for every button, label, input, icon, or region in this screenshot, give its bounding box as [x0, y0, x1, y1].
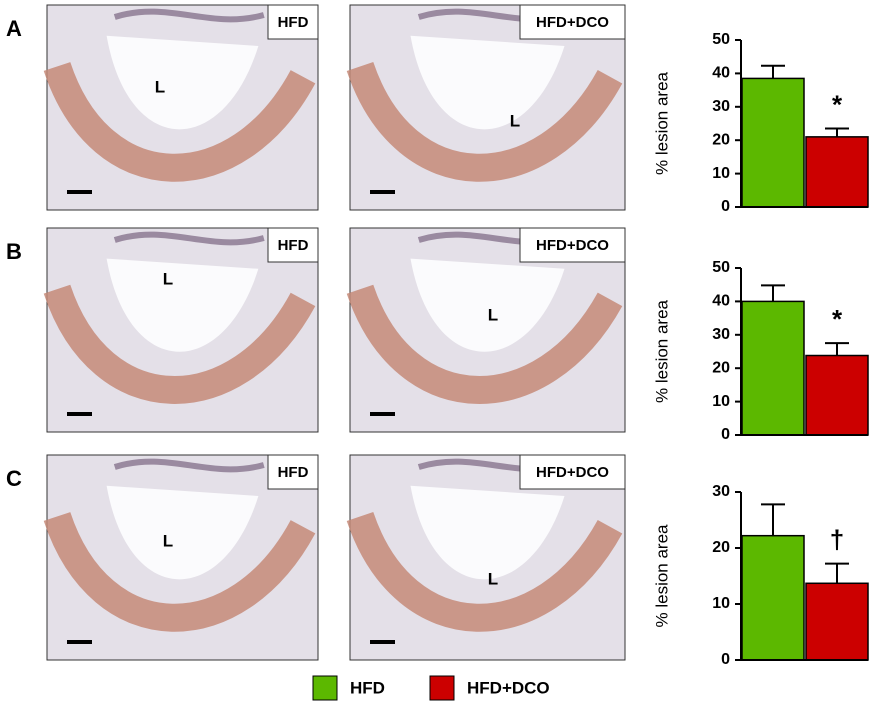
y-tick-label: 0: [721, 426, 730, 443]
image-tag: HFD+DCO: [536, 14, 609, 31]
lesion: [43, 61, 316, 182]
lumen: [106, 258, 259, 352]
y-tick-label: 10: [712, 595, 730, 612]
lumen-label: L: [488, 305, 498, 324]
lumen-label: L: [510, 111, 520, 130]
image-tag-box: [519, 454, 626, 490]
y-tick-label: 20: [712, 359, 730, 376]
legend-swatch: [429, 675, 455, 701]
lesion: [346, 511, 623, 632]
y-axis-label: % lesion area: [652, 71, 671, 175]
significance-mark: *: [832, 304, 843, 334]
lumen-label: L: [155, 77, 165, 96]
y-tick-label: 10: [712, 393, 730, 410]
bar: [741, 300, 805, 436]
wall: [113, 458, 265, 473]
bar: [741, 534, 805, 661]
bar: [805, 354, 869, 436]
y-tick-label: 40: [712, 293, 730, 310]
lesion: [43, 284, 316, 404]
image-tag: HFD: [278, 237, 309, 254]
image-tag-box: [267, 454, 319, 490]
significance-mark: †: [830, 525, 844, 555]
bar: [741, 77, 805, 208]
panel-letter: C: [6, 466, 22, 491]
image-tag: HFD+DCO: [536, 237, 609, 254]
panel-letter: B: [6, 239, 22, 264]
y-tick-label: 50: [712, 259, 730, 276]
lumen-label: L: [163, 269, 173, 288]
image-tag-box: [519, 227, 626, 263]
lumen: [106, 35, 259, 130]
y-axis-label: % lesion area: [652, 299, 671, 403]
lumen-label: L: [163, 531, 173, 550]
y-tick-label: 0: [721, 198, 730, 215]
lumen: [410, 35, 565, 130]
y-tick-label: 40: [712, 65, 730, 82]
image-tag: HFD+DCO: [536, 464, 609, 481]
wall: [113, 8, 265, 23]
y-axis-label: % lesion area: [652, 524, 671, 628]
lesion: [346, 61, 623, 182]
y-tick-label: 30: [712, 483, 730, 500]
legend-swatch: [312, 675, 338, 701]
panel-letter: A: [6, 16, 22, 41]
lumen-label: L: [488, 569, 498, 588]
y-tick-label: 20: [712, 539, 730, 556]
image-tag-box: [519, 4, 626, 40]
image-tag: HFD: [278, 14, 309, 31]
image-tag: HFD: [278, 464, 309, 481]
bar: [805, 136, 869, 208]
lumen: [410, 258, 565, 352]
wall: [113, 231, 265, 246]
image-tag-box: [267, 4, 319, 40]
y-tick-label: 50: [712, 31, 730, 48]
bar: [805, 582, 869, 661]
significance-mark: *: [832, 89, 843, 119]
lesion: [43, 511, 316, 632]
lumen: [410, 485, 565, 580]
y-tick-label: 10: [712, 165, 730, 182]
lesion: [346, 284, 623, 404]
y-tick-label: 20: [712, 131, 730, 148]
legend-label: HFD+DCO: [467, 678, 550, 697]
y-tick-label: 30: [712, 326, 730, 343]
y-tick-label: 30: [712, 98, 730, 115]
lumen: [106, 485, 259, 580]
legend-label: HFD: [350, 678, 385, 697]
y-tick-label: 0: [721, 651, 730, 668]
image-tag-box: [267, 227, 319, 263]
